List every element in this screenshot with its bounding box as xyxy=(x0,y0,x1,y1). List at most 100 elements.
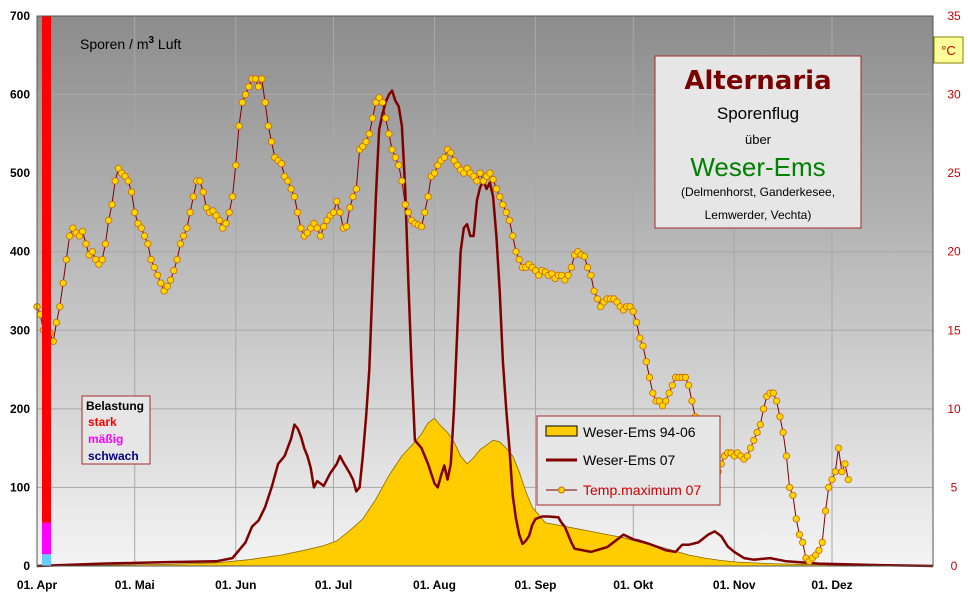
celsius-label: °C xyxy=(941,43,956,58)
series-line-07 xyxy=(36,89,934,568)
temp-marker xyxy=(154,271,162,279)
temp-marker xyxy=(79,227,87,235)
temp-marker xyxy=(583,263,592,271)
temp-marker xyxy=(821,507,830,515)
temp-marker xyxy=(297,224,305,232)
temp-marker xyxy=(593,295,602,303)
belastung-legend-maessig: mäßig xyxy=(88,432,123,446)
y-axis-left-ticks: 0 100 200 300 400 500 600 700 xyxy=(10,9,30,573)
temp-marker xyxy=(352,185,360,193)
temp-marker xyxy=(776,413,784,421)
temp-marker xyxy=(255,83,263,91)
temp-marker xyxy=(391,153,399,161)
temp-marker xyxy=(313,224,321,232)
belastung-legend-schwach: schwach xyxy=(88,449,139,463)
y-left-tick-label: 700 xyxy=(10,9,30,23)
y-right-tick-label: 10 xyxy=(947,402,961,416)
temp-marker xyxy=(417,223,426,231)
temp-marker xyxy=(131,208,139,216)
temp-marker xyxy=(101,240,110,248)
temp-marker xyxy=(844,475,852,484)
temp-marker xyxy=(303,229,311,237)
temp-marker xyxy=(108,201,116,209)
temp-marker xyxy=(841,460,849,468)
temp-marker xyxy=(349,193,357,201)
temp-marker xyxy=(440,153,448,161)
belastung-bar-schwach xyxy=(42,554,51,566)
left-axis-label-suffix: Luft xyxy=(154,36,181,52)
temp-marker xyxy=(815,546,823,554)
temp-marker xyxy=(56,303,64,311)
temp-marker xyxy=(49,337,57,345)
temp-marker xyxy=(222,219,230,227)
temp-marker xyxy=(395,161,403,169)
temp-marker xyxy=(580,252,589,260)
left-axis-label-prefix: Sporen / m xyxy=(80,36,148,52)
legend-swatch-area xyxy=(545,425,578,437)
temp-marker xyxy=(834,444,843,452)
series-temp-07 xyxy=(33,75,852,565)
temp-marker xyxy=(264,122,272,130)
temp-marker xyxy=(105,216,113,224)
temp-marker xyxy=(473,177,481,185)
temp-marker xyxy=(137,224,145,232)
temp-marker xyxy=(756,420,764,429)
temp-marker xyxy=(825,483,833,491)
x-month-tick-label: 01. Apr xyxy=(17,578,58,592)
temp-marker xyxy=(189,193,197,201)
area-94-06-path xyxy=(36,417,934,567)
temp-marker xyxy=(639,342,647,350)
temp-marker xyxy=(828,475,836,484)
x-month-tick-label: 01. Jun xyxy=(215,578,256,592)
temp-marker xyxy=(69,224,77,232)
temp-marker xyxy=(167,276,175,284)
temp-marker xyxy=(245,83,253,91)
temp-marker xyxy=(385,130,393,138)
temp-marker xyxy=(629,307,637,315)
temp-marker xyxy=(505,216,513,224)
y-right-tick-label: 15 xyxy=(947,323,961,337)
temp-marker xyxy=(398,177,406,185)
temp-marker xyxy=(785,483,794,491)
x-month-tick-label: 01. Nov xyxy=(713,578,756,592)
legend-label-area: Weser-Ems 94-06 xyxy=(583,424,696,440)
temp-marker xyxy=(636,334,644,342)
y-right-tick-label: 30 xyxy=(947,88,961,102)
temp-marker xyxy=(225,208,233,216)
temp-marker xyxy=(150,263,158,271)
temp-marker xyxy=(401,201,409,209)
temp-marker xyxy=(746,444,755,452)
temp-marker xyxy=(199,188,207,196)
temp-marker xyxy=(642,358,650,366)
temp-marker xyxy=(258,75,266,83)
temp-marker xyxy=(180,232,188,240)
temp-marker xyxy=(290,193,298,201)
temp-marker xyxy=(157,279,165,287)
chart-title: Alternaria xyxy=(684,66,831,96)
temp-marker xyxy=(329,208,338,216)
legend-label-temp: Temp.maximum 07 xyxy=(583,482,701,498)
temp-marker xyxy=(66,232,74,240)
temp-marker xyxy=(489,175,497,183)
temp-marker xyxy=(799,538,807,547)
x-month-tick-label: 01. Okt xyxy=(613,578,653,592)
temp-marker xyxy=(512,248,520,256)
temp-marker xyxy=(492,185,500,193)
temp-marker xyxy=(98,255,106,264)
x-month-tick-label: 01. Aug xyxy=(413,578,456,592)
temp-marker xyxy=(124,177,132,185)
temp-marker xyxy=(772,397,781,405)
temp-marker xyxy=(681,373,690,381)
temp-marker xyxy=(496,193,504,201)
temp-marker xyxy=(779,428,787,436)
temp-marker xyxy=(346,204,354,212)
temp-marker xyxy=(632,318,641,326)
temp-marker xyxy=(287,185,295,193)
temp-marker xyxy=(759,405,768,413)
temp-marker xyxy=(782,452,791,460)
temp-marker xyxy=(277,160,285,168)
temp-marker xyxy=(88,248,97,256)
y-left-tick-label: 100 xyxy=(10,480,30,494)
y-left-tick-label: 300 xyxy=(10,323,30,337)
